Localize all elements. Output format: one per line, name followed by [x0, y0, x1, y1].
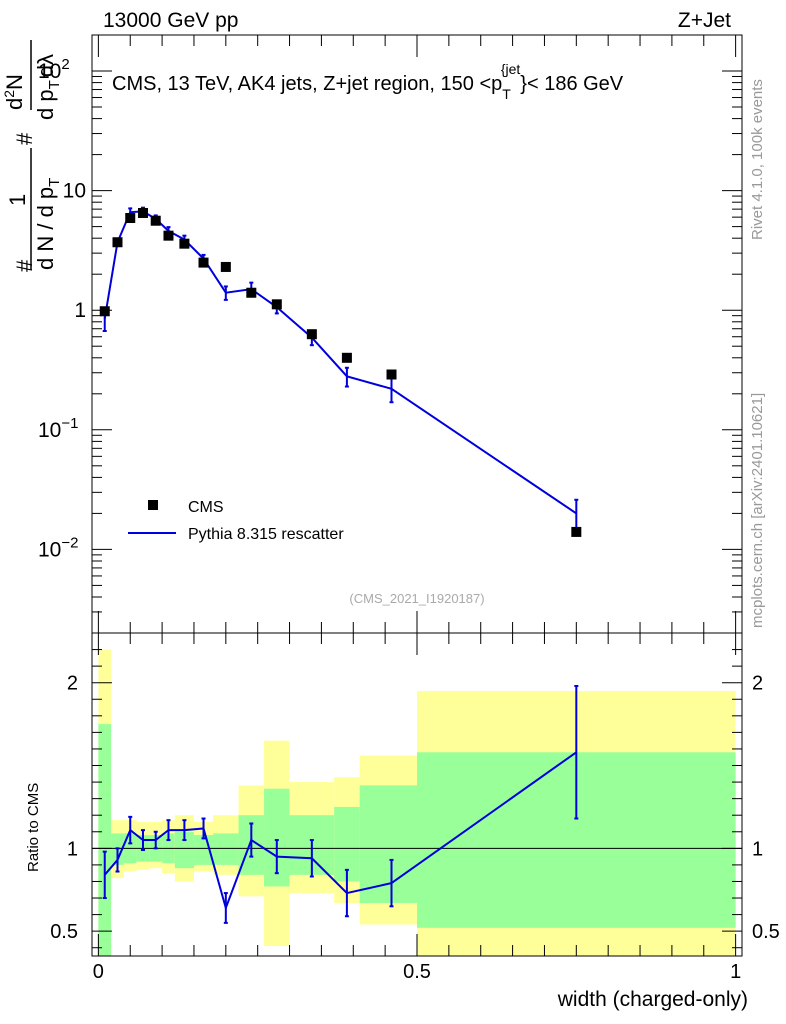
ratio-inner-band [174, 831, 194, 869]
main-y-tick-label: 102 [38, 56, 70, 83]
ratio-y-tick-label: 0.5 [50, 921, 78, 943]
ylabel-one: 1 [5, 194, 30, 206]
cms-data-point [571, 526, 582, 537]
cms-data-point [386, 369, 397, 380]
cms-data-point [220, 261, 231, 272]
legend-label-cms: CMS [188, 499, 224, 516]
main-y-axis-label: # 1 d N / d pT # d2N d pTdλ [1, 40, 63, 272]
cms-data-point [137, 207, 148, 218]
main-panel: 102 10 1 10−1 10−2 CMS, 13 TeV, AK4 jets, Z+… [1, 34, 743, 634]
x-tick-label: 1 [730, 961, 741, 983]
cms-data-point [198, 257, 209, 268]
ylabel-denominator: d pTdλ [33, 54, 63, 120]
legend-marker-cms [148, 500, 158, 510]
ratio-y-tick-label-right: 1 [752, 838, 763, 860]
main-y-tick-label: 10−2 [38, 534, 78, 561]
main-y-tick-label: 10−1 [38, 415, 78, 442]
cms-data-point [271, 299, 282, 310]
ratio-y-tick-label: 2 [67, 673, 78, 695]
ratio-y-tick-label-right: 2 [752, 673, 763, 695]
plot-title: CMS, 13 TeV, AK4 jets, Z+jet region, 150… [112, 61, 624, 102]
legend: CMS Pythia 8.315 rescatter [128, 499, 344, 543]
ratio-inner-band [98, 724, 112, 956]
x-axis-label: width (charged-only) [557, 988, 748, 1011]
cms-data-point [246, 287, 257, 298]
cms-data-point [112, 237, 123, 248]
ylabel-dN-dpt: d N / d pT [33, 178, 63, 270]
process-label: Z+Jet [678, 9, 731, 32]
cms-data-point [99, 306, 110, 317]
cms-data-point [125, 213, 136, 224]
main-y-tick-label: 10 [63, 180, 86, 203]
mcplots-label: mcplots.cern.ch [arXiv:2401.10621] [749, 393, 766, 628]
cms-data-point [306, 329, 317, 340]
x-tick-label: 0 [93, 961, 104, 983]
ylabel-numerator: d2N [1, 74, 27, 110]
x-tick-label: 0.5 [403, 961, 431, 983]
main-y-tick-label: 1 [74, 299, 86, 322]
cms-data-point [163, 230, 174, 241]
ratio-y-axis-label: Ratio to CMS [25, 783, 42, 872]
cms-data-point [341, 352, 352, 363]
rivet-label: Rivet 4.1.0, 100k events [749, 79, 766, 240]
ratio-y-tick-label: 1 [67, 838, 78, 860]
legend-label-pythia: Pythia 8.315 rescatter [188, 526, 344, 543]
main-frame [91, 34, 743, 634]
ratio-panel: 0.5 0.5 1 1 2 2 0 0.5 1 Ratio to CMS width (char… [25, 632, 780, 1011]
energy-label: 13000 GeV pp [103, 9, 238, 32]
ratio-y-tick-label-right: 0.5 [752, 921, 780, 943]
cms-data-point [179, 238, 190, 249]
cms-data-point [150, 215, 161, 226]
ratio-inner-band [359, 785, 417, 903]
ratio-inner-band [213, 833, 239, 865]
pythia-line [103, 210, 577, 515]
analysis-annotation: (CMS_2021_I1920187) [349, 591, 484, 606]
ylabel-hash-2: # [12, 132, 37, 145]
